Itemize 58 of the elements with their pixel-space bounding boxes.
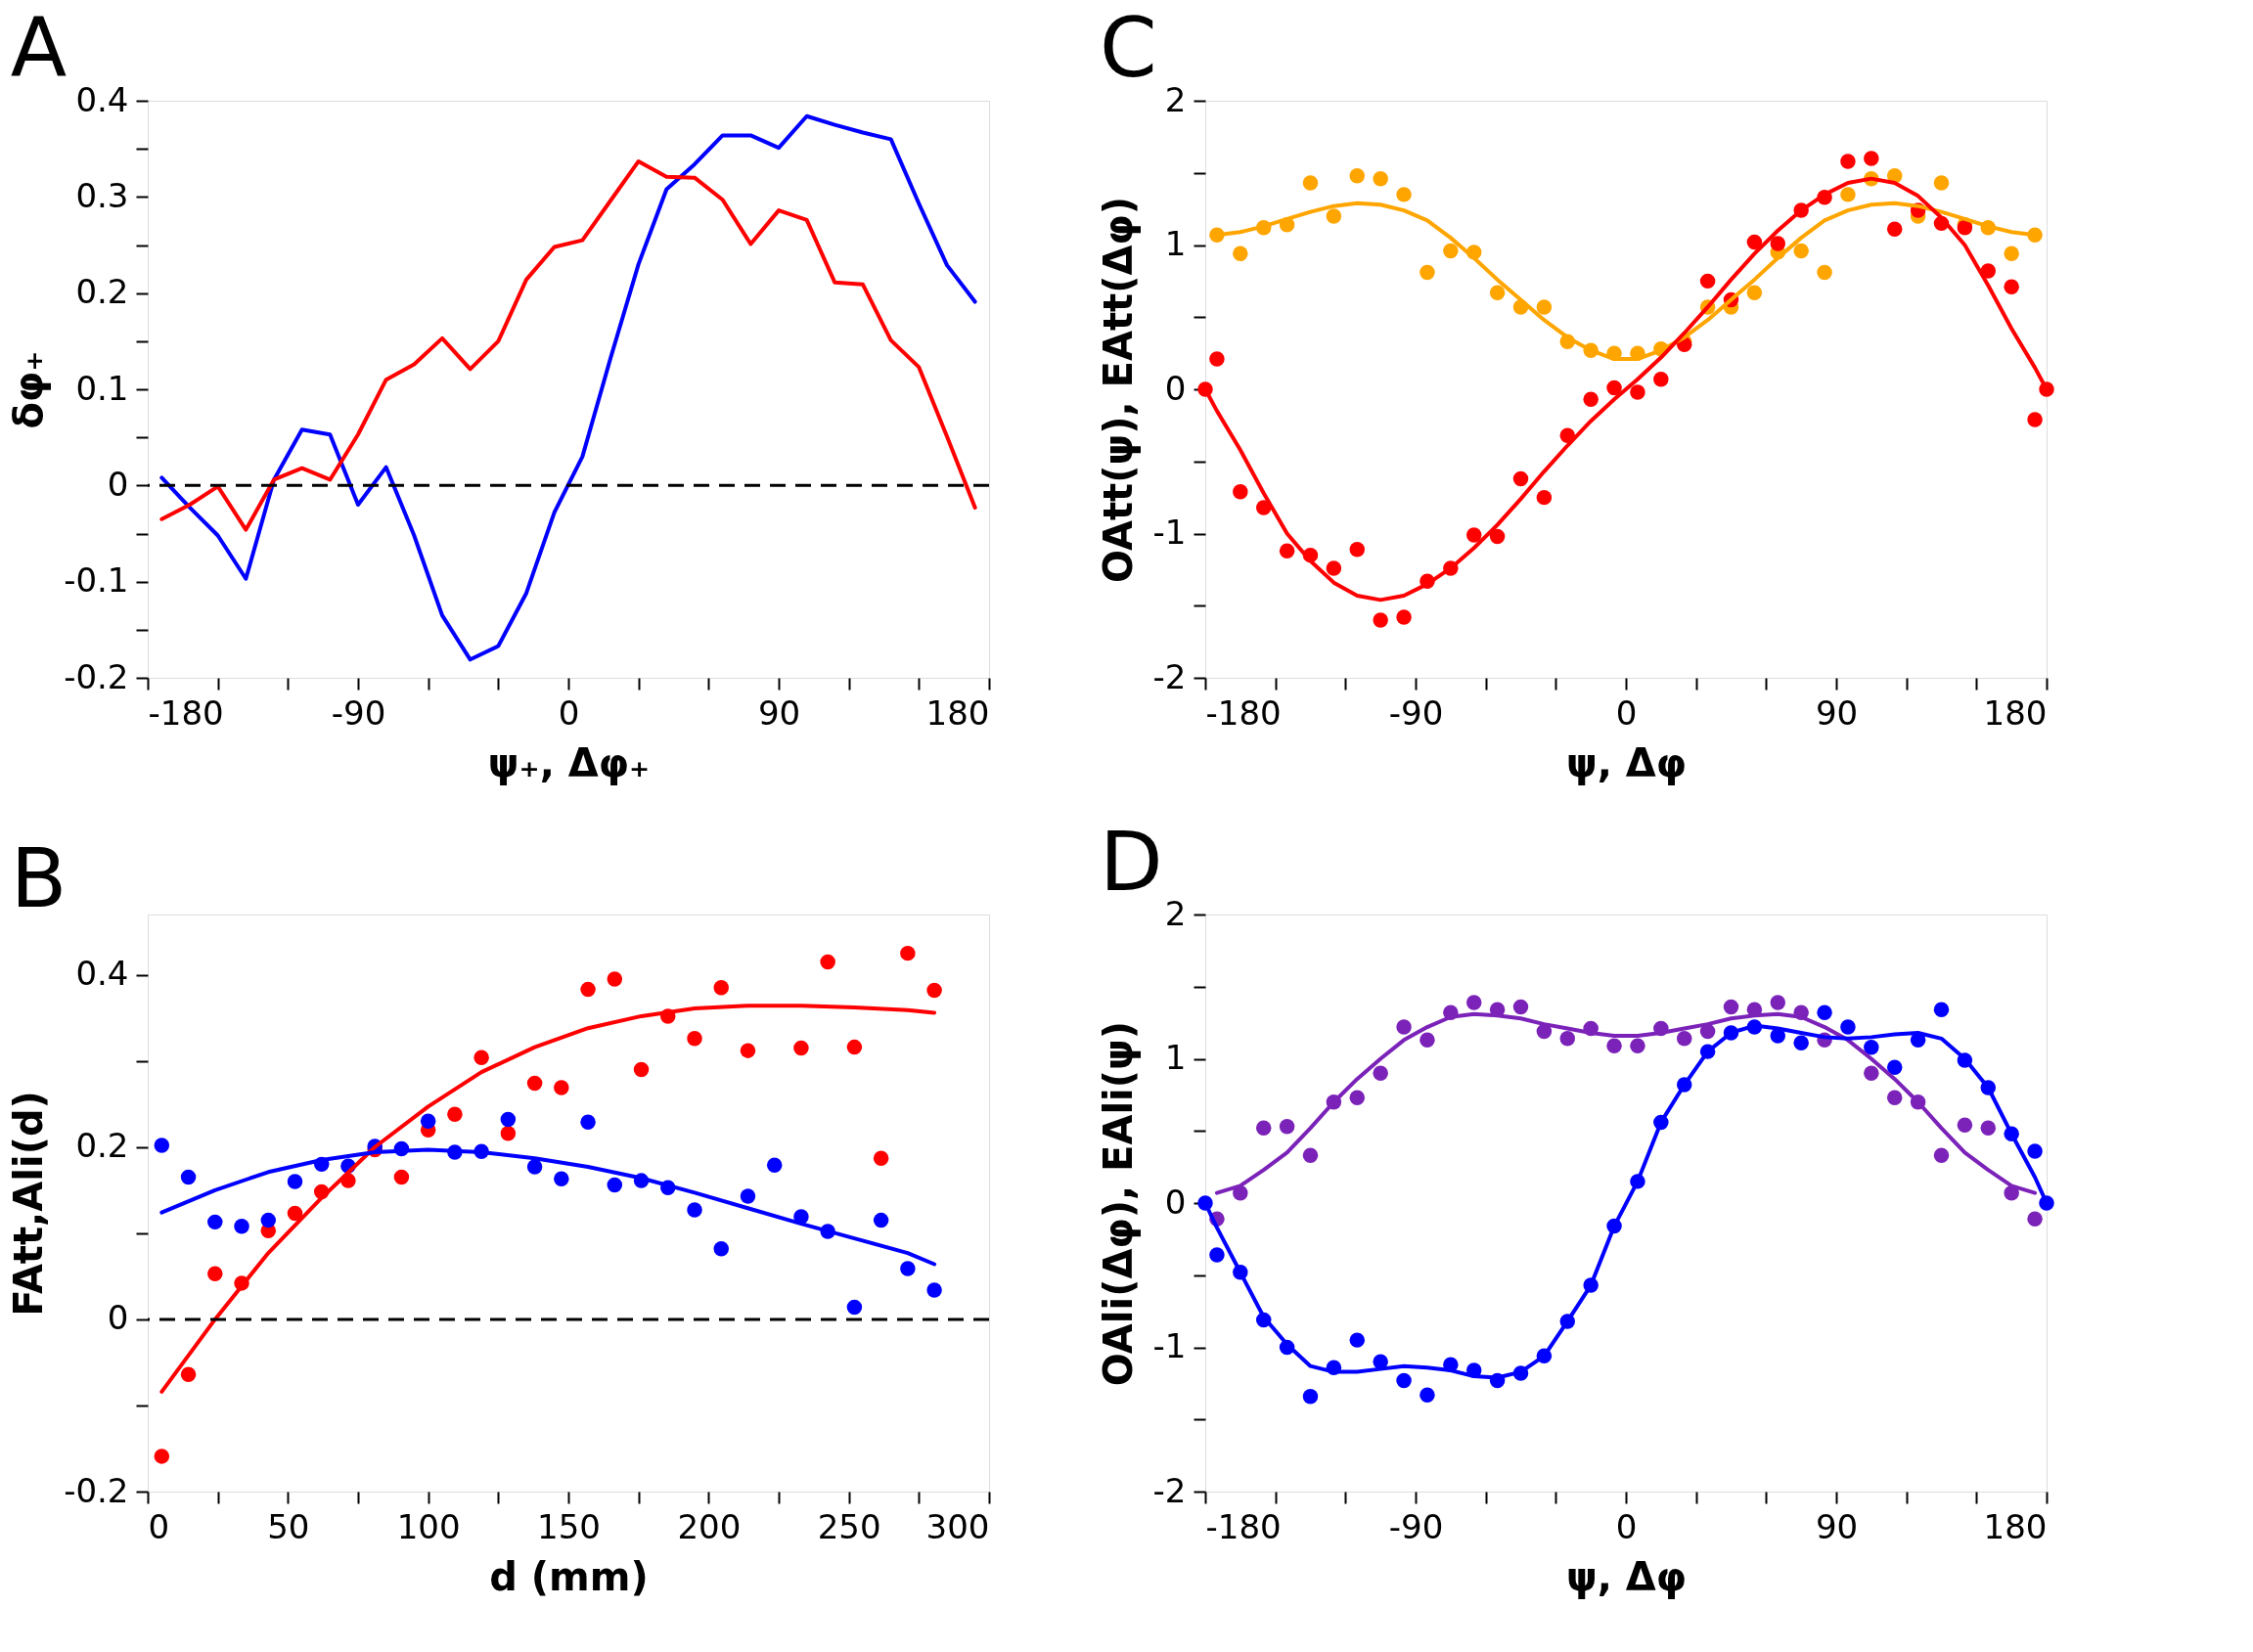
line-series — [159, 1004, 937, 1394]
x-tick-label: 150 — [537, 1506, 601, 1546]
x-tick-label: 180 — [1983, 1506, 2048, 1546]
line-series — [159, 113, 977, 662]
chart-title: C — [1100, 0, 1157, 96]
chart-title: D — [1100, 814, 1163, 910]
x-tick-label: 90 — [1815, 1506, 1859, 1546]
y-tick-label: 0 — [107, 464, 129, 504]
y-tick-label: -0.2 — [64, 656, 129, 696]
y-tick-label: -2 — [1152, 1470, 1187, 1510]
x-axis-title: ψ, Δφ — [1565, 1553, 1688, 1599]
y-axis-title: δφ₊ — [6, 350, 52, 429]
y-tick-label: 2 — [1164, 893, 1187, 933]
y-tick-label: 0.4 — [75, 79, 129, 119]
x-tick-label: 90 — [757, 692, 801, 733]
x-tick-label: 0 — [558, 692, 580, 733]
x-tick-label: -90 — [1388, 1506, 1444, 1546]
x-tick-label: 250 — [817, 1506, 881, 1546]
y-tick-label: 1 — [1164, 224, 1187, 263]
x-tick-label: 0 — [1615, 1506, 1638, 1546]
y-tick-label: 2 — [1164, 79, 1187, 119]
chart-title: A — [10, 0, 68, 96]
x-tick-label: -180 — [1205, 692, 1282, 733]
y-axis-title: FAtt,Ali(d) — [6, 1091, 52, 1317]
x-axis-title: ψ₊, Δφ₊ — [487, 739, 651, 785]
y-tick-label: 0.2 — [75, 1126, 129, 1166]
x-axis-title: ψ, Δφ — [1565, 739, 1688, 785]
y-tick-label: 0.1 — [75, 368, 129, 408]
y-tick-label: -1 — [1152, 1326, 1187, 1365]
x-tick-label: 100 — [396, 1506, 461, 1546]
y-tick-label: -2 — [1152, 656, 1187, 696]
x-tick-label: 0 — [1615, 692, 1638, 733]
y-tick-label: 0.3 — [75, 175, 129, 215]
line-series — [159, 158, 977, 532]
x-tick-label: -90 — [331, 692, 386, 733]
x-tick-label: 300 — [925, 1506, 990, 1546]
y-tick-label: 0 — [107, 1298, 129, 1338]
x-tick-label: 200 — [677, 1506, 742, 1546]
x-tick-label: 180 — [925, 692, 990, 733]
y-axis-title: OAli(Δφ), EAli(ψ) — [1095, 1020, 1141, 1387]
x-axis-title: d (mm) — [489, 1553, 649, 1599]
x-tick-label: -180 — [148, 692, 224, 733]
x-tick-label: -180 — [1205, 1506, 1282, 1546]
y-tick-label: -1 — [1152, 513, 1187, 552]
y-tick-label: 0 — [1164, 368, 1187, 408]
chart-title: B — [10, 830, 68, 926]
y-tick-label: 0.2 — [75, 272, 129, 312]
x-tick-label: -90 — [1388, 692, 1444, 733]
x-tick-label: 0 — [148, 1506, 170, 1546]
x-tick-label: 90 — [1815, 692, 1859, 733]
x-tick-label: 50 — [267, 1506, 310, 1546]
y-tick-label: -0.2 — [64, 1470, 129, 1510]
y-tick-label: 0 — [1164, 1182, 1187, 1222]
y-tick-label: 0.4 — [75, 954, 129, 994]
y-axis-title: OAtt(ψ), EAtt(Δφ) — [1095, 197, 1141, 583]
y-tick-label: 1 — [1164, 1038, 1187, 1077]
x-tick-label: 180 — [1983, 692, 2048, 733]
y-tick-label: -0.1 — [64, 560, 129, 601]
